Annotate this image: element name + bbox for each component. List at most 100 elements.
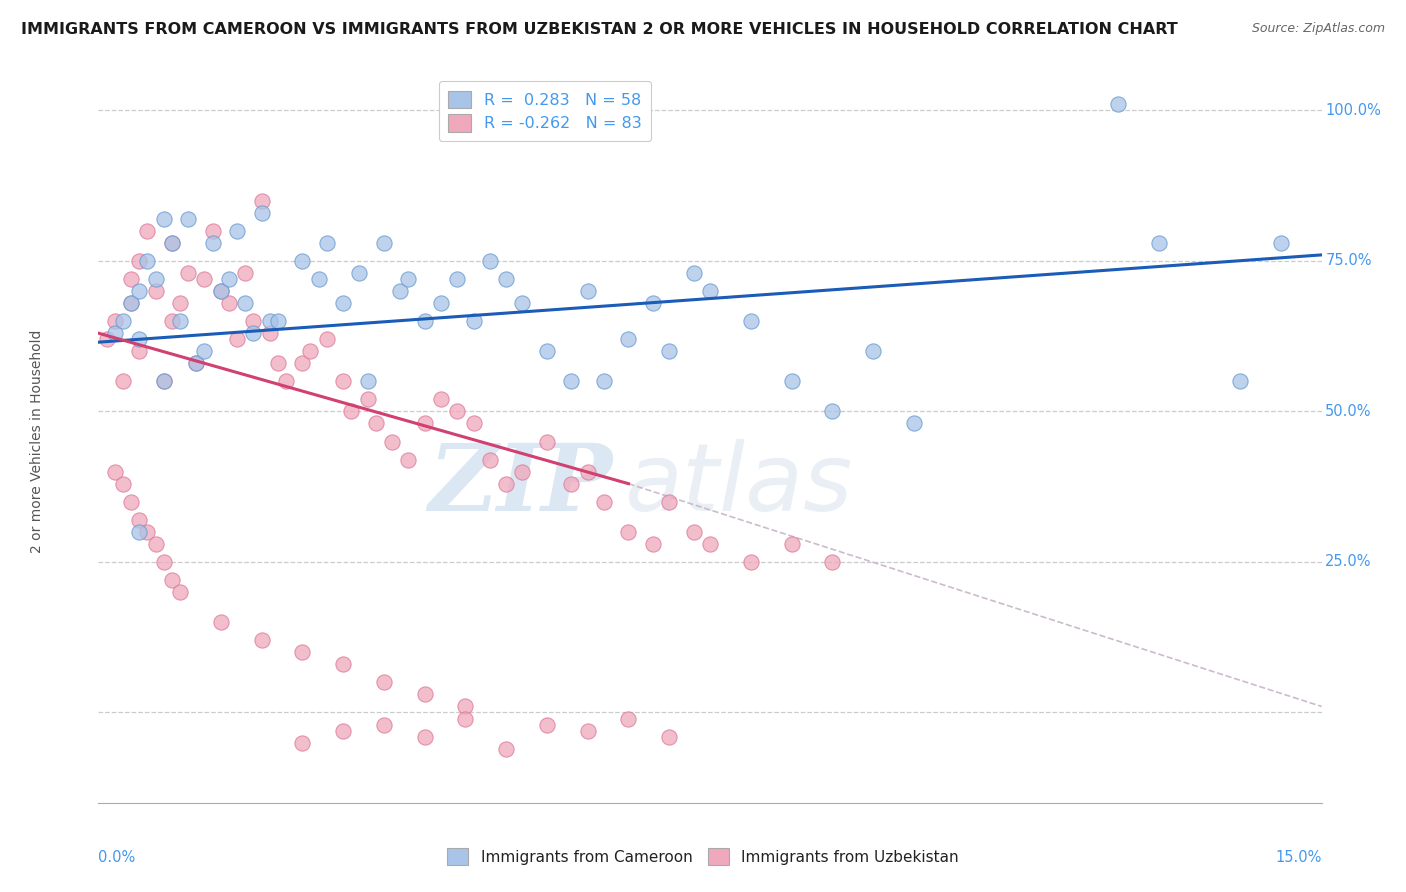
Point: [209, 615, 232, 630]
Point: [478, 253, 501, 268]
Point: [512, 296, 534, 310]
Point: [641, 296, 664, 310]
Point: [128, 513, 150, 527]
Legend: R =  0.283   N = 58, R = -0.262   N = 83: R = 0.283 N = 58, R = -0.262 N = 83: [439, 81, 651, 142]
Point: [267, 314, 290, 328]
Point: [233, 296, 256, 310]
Point: [128, 332, 150, 346]
Point: [160, 314, 183, 328]
Point: [332, 374, 354, 388]
Point: [373, 717, 395, 731]
Point: [682, 266, 704, 280]
Point: [120, 494, 142, 508]
Point: [193, 272, 215, 286]
Point: [160, 573, 183, 587]
Point: [821, 555, 844, 569]
Point: [780, 374, 803, 388]
Point: [389, 284, 412, 298]
Point: [201, 235, 224, 250]
Text: 0.0%: 0.0%: [98, 850, 135, 864]
Point: [193, 344, 215, 359]
Point: [104, 326, 127, 340]
Text: ZIP: ZIP: [427, 440, 612, 530]
Point: [291, 356, 314, 370]
Point: [682, 524, 704, 539]
Point: [495, 272, 517, 286]
Point: [160, 235, 183, 250]
Point: [349, 266, 371, 280]
Point: [740, 555, 762, 569]
Text: 75.0%: 75.0%: [1326, 253, 1372, 268]
Point: [315, 235, 337, 250]
Point: [152, 555, 174, 569]
Point: [560, 476, 582, 491]
Point: [576, 723, 599, 738]
Point: [242, 314, 264, 328]
Point: [233, 266, 256, 280]
Point: [463, 314, 485, 328]
Point: [242, 326, 264, 340]
Text: 15.0%: 15.0%: [1275, 850, 1322, 864]
Point: [593, 374, 616, 388]
Point: [373, 675, 395, 690]
Point: [226, 224, 249, 238]
Point: [145, 284, 167, 298]
Point: [136, 224, 159, 238]
Point: [250, 205, 273, 219]
Point: [267, 356, 290, 370]
Point: [413, 687, 436, 701]
Point: [259, 314, 281, 328]
Point: [381, 434, 404, 449]
Point: [111, 476, 134, 491]
Text: 100.0%: 100.0%: [1326, 103, 1381, 118]
Point: [446, 272, 468, 286]
Point: [291, 645, 314, 659]
Text: 50.0%: 50.0%: [1326, 404, 1372, 419]
Point: [177, 266, 200, 280]
Point: [446, 404, 468, 418]
Point: [186, 356, 208, 370]
Text: IMMIGRANTS FROM CAMEROON VS IMMIGRANTS FROM UZBEKISTAN 2 OR MORE VEHICLES IN HOU: IMMIGRANTS FROM CAMEROON VS IMMIGRANTS F…: [21, 22, 1178, 37]
Point: [111, 314, 134, 328]
Text: Source: ZipAtlas.com: Source: ZipAtlas.com: [1251, 22, 1385, 36]
Point: [862, 344, 884, 359]
Point: [332, 296, 354, 310]
Point: [699, 284, 721, 298]
Text: 25.0%: 25.0%: [1326, 555, 1372, 569]
Legend: Immigrants from Cameroon, Immigrants from Uzbekistan: Immigrants from Cameroon, Immigrants fro…: [441, 842, 965, 871]
Point: [152, 374, 174, 388]
Point: [226, 332, 249, 346]
Point: [169, 296, 191, 310]
Point: [495, 476, 517, 491]
Point: [120, 296, 142, 310]
Point: [356, 392, 378, 407]
Point: [136, 253, 159, 268]
Point: [780, 537, 803, 551]
Point: [1107, 97, 1129, 112]
Point: [430, 296, 453, 310]
Point: [576, 284, 599, 298]
Point: [1270, 235, 1292, 250]
Point: [478, 452, 501, 467]
Point: [111, 374, 134, 388]
Point: [413, 417, 436, 431]
Point: [617, 524, 640, 539]
Point: [356, 374, 378, 388]
Point: [291, 253, 314, 268]
Point: [104, 314, 127, 328]
Point: [218, 296, 240, 310]
Point: [96, 332, 118, 346]
Point: [209, 284, 232, 298]
Point: [641, 537, 664, 551]
Point: [128, 253, 150, 268]
Point: [1229, 374, 1251, 388]
Point: [315, 332, 337, 346]
Point: [903, 417, 925, 431]
Point: [512, 465, 534, 479]
Point: [201, 224, 224, 238]
Point: [454, 712, 477, 726]
Point: [120, 296, 142, 310]
Point: [308, 272, 330, 286]
Point: [340, 404, 363, 418]
Text: 2 or more Vehicles in Household: 2 or more Vehicles in Household: [31, 330, 44, 553]
